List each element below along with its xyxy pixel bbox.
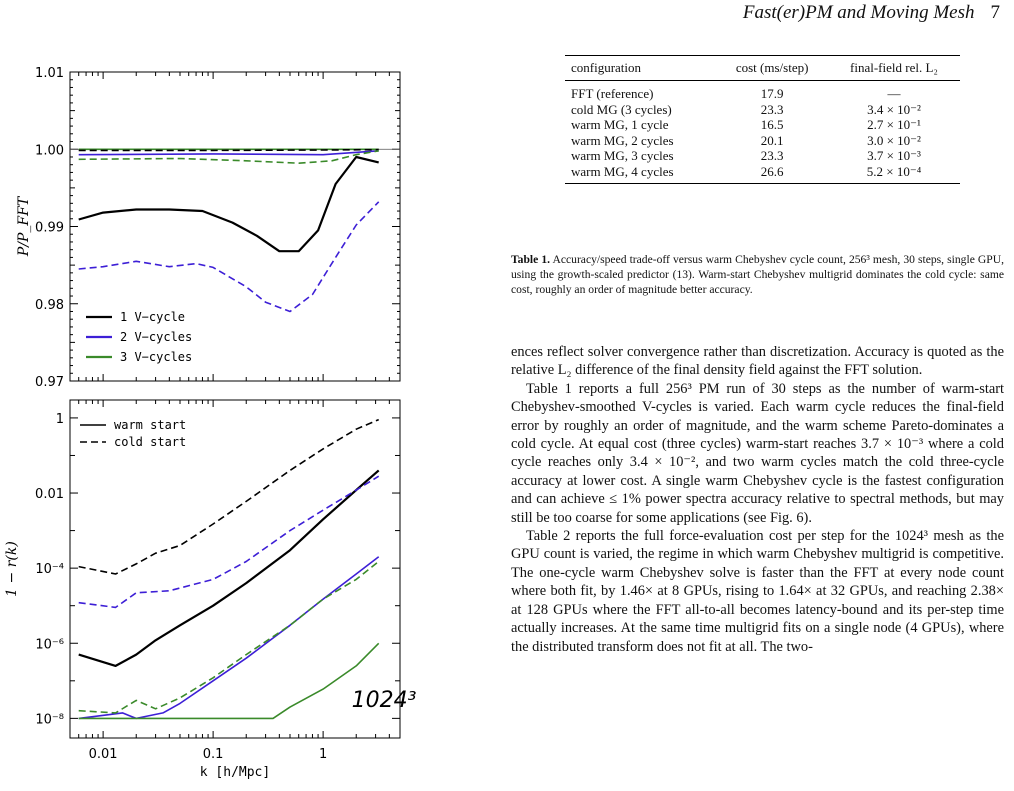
series-line — [78, 150, 379, 164]
legend-entry: 3 V−cycles — [120, 350, 192, 364]
table-cell: 20.1 — [760, 132, 784, 148]
y-tick-label: 10⁻⁶ — [35, 637, 64, 652]
paragraph: ences reflect solver convergence rather … — [511, 344, 1004, 379]
figure: 0.97 0.98 0.99 1.00 1.01 P/P_FFT 1 V−cycle 2 V−… — [4, 66, 417, 780]
page-number: 7 — [990, 2, 1001, 23]
running-title: Fast(er)PM and Moving Mesh — [742, 2, 975, 23]
y-axis-label: 1 − r(k) — [4, 541, 20, 597]
table-cell: warm MG, 2 cycles — [571, 132, 674, 148]
y-axis-label: P/P_FFT — [16, 195, 32, 257]
table-caption: Table 1. Accuracy/speed trade-off versus… — [511, 252, 1004, 297]
y-tick-label: 10⁻⁸ — [35, 712, 64, 727]
table-cell: — — [887, 86, 901, 101]
legend-entry: 1 V−cycle — [120, 310, 185, 324]
series-line — [78, 556, 380, 720]
table-cell: 26.6 — [760, 163, 784, 179]
caption-text: Accuracy/speed trade-off versus warm Che… — [511, 253, 1005, 296]
series-line — [78, 201, 380, 313]
x-tick-label: 0.1 — [203, 747, 224, 762]
plot-frame — [69, 399, 401, 739]
table-cell: 17.9 — [760, 86, 784, 101]
series-line — [78, 642, 380, 720]
table-cell: warm MG, 3 cycles — [571, 148, 674, 163]
table-row: warm MG, 3 cycles 23.3 3.7 × 10⁻³ — [565, 148, 960, 164]
legend-entry: 2 V−cycles — [120, 330, 192, 344]
y-tick-label: 0.99 — [35, 221, 64, 236]
table-cell: warm MG, 1 cycle — [571, 117, 669, 132]
series-line — [78, 418, 380, 575]
col-header-cost: cost (ms/step) — [735, 60, 809, 75]
table-cell: 3.7 × 10⁻³ — [867, 148, 921, 163]
page-header: Fast(er)PM and Moving Mesh 7 — [743, 2, 1000, 24]
series-line — [78, 150, 379, 156]
legend-entry: cold start — [114, 435, 186, 449]
table-row: cold MG (3 cycles) 23.3 3.4 × 10⁻² — [565, 102, 960, 118]
table-row: FFT (reference) 17.9 — — [565, 81, 960, 102]
y-tick-label: 0.97 — [35, 375, 64, 390]
top-panel: 0.97 0.98 0.99 1.00 1.01 P/P_FFT 1 V−cycle 2 V−… — [16, 66, 401, 390]
series-line — [78, 155, 379, 253]
table-cell: 3.0 × 10⁻² — [867, 132, 921, 148]
table-row: warm MG, 4 cycles 26.6 5.2 × 10⁻⁴ — [565, 164, 960, 184]
results-table: configuration cost (ms/step) final-field… — [565, 55, 960, 184]
table-cell: 5.2 × 10⁻⁴ — [866, 163, 922, 179]
table-cell: cold MG (3 cycles) — [571, 101, 672, 117]
paragraph: Table 2 reports the full force-evaluatio… — [511, 528, 1004, 655]
col-header-configuration: configuration — [571, 60, 642, 75]
y-tick-label: 1.00 — [35, 143, 64, 158]
series-line — [78, 560, 380, 714]
y-tick-label: 1.01 — [35, 66, 64, 81]
y-tick-label: 0.98 — [35, 298, 64, 313]
table-row: warm MG, 1 cycle 16.5 2.7 × 10⁻¹ — [565, 117, 960, 133]
table-cell: 16.5 — [760, 117, 784, 132]
y-tick-label: 1 — [56, 412, 64, 427]
x-tick-label: 0.01 — [89, 747, 118, 762]
x-axis-label: k [h/Mpc] — [200, 765, 270, 780]
bottom-panel: 10⁻⁸ 10⁻⁶ 10⁻⁴ 0.01 1 0.01 0.1 1 k [h/Mpc] 1 − r(… — [4, 399, 417, 780]
caption-label: Table 1. — [511, 253, 551, 266]
y-tick-label: 10⁻⁴ — [35, 562, 64, 577]
series-line — [78, 469, 380, 668]
legend-entry: warm start — [114, 418, 186, 432]
table-cell: 2.7 × 10⁻¹ — [867, 117, 921, 132]
table-row: warm MG, 2 cycles 20.1 3.0 × 10⁻² — [565, 133, 960, 149]
x-tick-label: 1 — [319, 747, 327, 762]
table-cell: FFT (reference) — [571, 86, 654, 101]
series-line — [78, 475, 380, 609]
paragraph: Table 1 reports a full 256³ PM run of 30… — [511, 380, 1004, 526]
table-header-row: configuration cost (ms/step) final-field… — [565, 55, 960, 81]
table-cell: 23.3 — [760, 101, 784, 117]
table-cell: 23.3 — [760, 148, 784, 163]
table-cell: 3.4 × 10⁻² — [867, 101, 921, 117]
series-line — [78, 148, 379, 152]
body-text: ences reflect solver convergence rather … — [511, 343, 1004, 791]
table-cell: warm MG, 4 cycles — [571, 163, 674, 179]
col-header-error: final-field rel. L₂ — [850, 60, 938, 75]
y-tick-label: 0.01 — [35, 487, 64, 502]
mesh-size-annotation: 1024³ — [352, 688, 417, 713]
